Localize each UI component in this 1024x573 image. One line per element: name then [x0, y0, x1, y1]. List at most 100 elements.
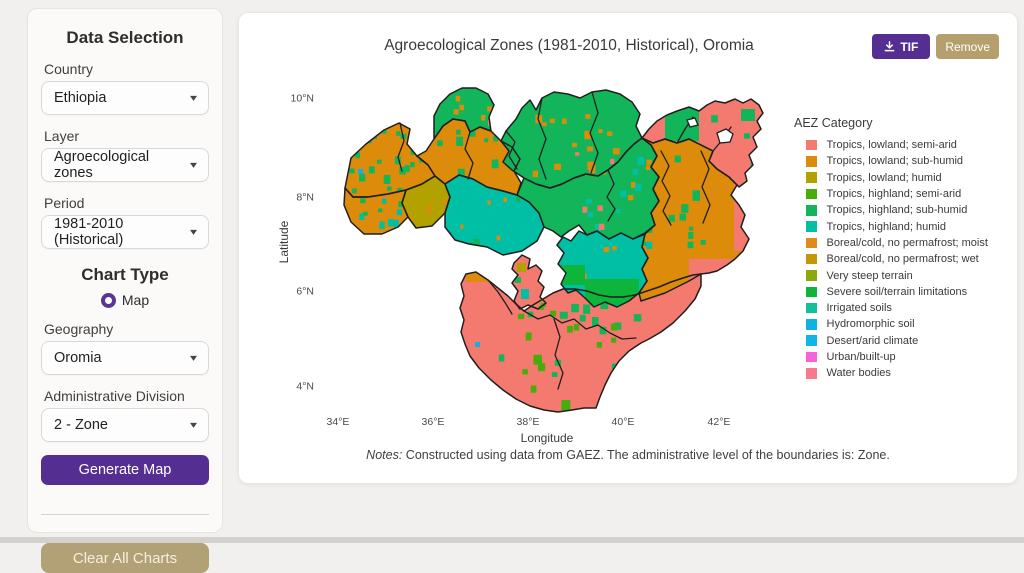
legend-label: Water bodies — [826, 367, 891, 380]
legend-swatch — [806, 172, 817, 183]
legend-item: Severe soil/terrain limitations — [792, 284, 1012, 300]
data-selection-panel: Data Selection Country Ethiopia ▾ Layer … — [27, 8, 223, 573]
aez-map-canvas[interactable]: 34°E 36°E 38°E 40°E 42°E 10°N 8°N 6°N 4°N Latitud… — [239, 61, 1017, 483]
legend-title: AEZ Category — [794, 116, 873, 130]
x-tick-label: 38°E — [517, 416, 540, 428]
legend-label: Severe soil/terrain limitations — [826, 285, 968, 298]
legend-swatch — [806, 270, 817, 281]
chevron-down-icon: ▾ — [189, 92, 198, 104]
legend-item: Very steep terrain — [792, 267, 1012, 283]
legend-swatch — [806, 319, 817, 330]
legend-label: Tropics, lowland; semi-arid — [826, 139, 957, 152]
legend-item: Tropics, lowland; semi-arid — [792, 137, 1012, 153]
map-axes: 34°E 36°E 38°E 40°E 42°E 10°N 8°N 6°N 4°N Latitud… — [277, 93, 730, 446]
clear-all-charts-button[interactable]: Clear All Charts — [41, 543, 209, 573]
x-tick-label: 40°E — [612, 416, 635, 428]
legend-item: Desert/arid climate — [792, 333, 1012, 349]
layer-label: Layer — [44, 128, 80, 144]
zone-boundaries — [343, 87, 764, 413]
radio-selected-icon[interactable] — [100, 292, 116, 308]
sidebar-divider — [41, 514, 209, 515]
remove-button[interactable]: Remove — [936, 34, 999, 59]
legend-item: Water bodies — [792, 365, 1012, 381]
map-holes — [686, 117, 734, 144]
y-tick-label: 10°N — [291, 93, 314, 105]
x-axis-title: Longitude — [521, 431, 574, 445]
legend-item: Tropics, lowland; humid — [792, 170, 1012, 186]
country-label: Country — [44, 61, 94, 77]
geography-select[interactable]: Oromia ▾ — [41, 341, 209, 375]
legend-item: Tropics, highland; semi-arid — [792, 186, 1012, 202]
notes-text: Constructed using data from GAEZ. The ad… — [402, 448, 890, 462]
legend-label: Tropics, highland; semi-arid — [826, 188, 962, 201]
legend-item: Boreal/cold, no permafrost; moist — [792, 235, 1012, 251]
legend-swatch — [806, 237, 817, 249]
legend-swatch — [806, 221, 817, 232]
map-notes: Notes: Constructed using data from GAEZ.… — [239, 448, 1017, 462]
chevron-down-icon: ▾ — [189, 352, 198, 364]
legend-item: Irrigated soils — [792, 300, 1012, 316]
chevron-down-icon: ▾ — [189, 419, 198, 431]
legend-swatch — [806, 351, 817, 363]
admin-division-label: Administrative Division — [44, 388, 185, 404]
radio-label: Map — [121, 292, 150, 308]
notes-prefix: Notes: — [366, 448, 403, 462]
country-select[interactable]: Ethiopia ▾ — [41, 81, 209, 115]
y-axis-title: Latitude — [277, 220, 291, 263]
zone-fills — [344, 88, 763, 412]
geography-label: Geography — [44, 321, 114, 337]
legend-swatch — [806, 286, 817, 298]
legend-label: Hydromorphic soil — [826, 318, 915, 331]
layer-select[interactable]: Agroecological zones ▾ — [41, 148, 209, 182]
legend-swatch — [806, 156, 817, 167]
legend-label: Boreal/cold, no permafrost; wet — [826, 253, 979, 266]
legend-swatch — [806, 253, 817, 265]
chevron-down-icon: ▾ — [189, 159, 198, 171]
legend-label: Tropics, highland; sub-humid — [826, 204, 968, 217]
y-tick-label: 8°N — [296, 192, 314, 204]
period-value: 1981-2010 (Historical) — [54, 216, 124, 248]
period-select[interactable]: 1981-2010 (Historical) ▾ — [41, 215, 209, 249]
legend-label: Boreal/cold, no permafrost; moist — [826, 236, 988, 249]
download-icon — [884, 41, 895, 52]
legend-item: Boreal/cold, no permafrost; wet — [792, 251, 1012, 267]
chevron-down-icon: ▾ — [189, 226, 198, 238]
legend-label: Desert/arid climate — [826, 334, 919, 347]
y-tick-label: 4°N — [296, 381, 314, 393]
legend-swatch — [806, 139, 817, 151]
chart-type-heading: Chart Type — [81, 265, 169, 284]
legend-item: Urban/built-up — [792, 349, 1012, 365]
geography-value: Oromia — [54, 350, 102, 366]
panel-title: Data Selection — [66, 28, 184, 47]
legend-swatch — [806, 205, 817, 216]
legend-label: Irrigated soils — [826, 302, 892, 315]
chart-type-option-map[interactable]: Map — [41, 292, 209, 308]
legend-label: Tropics, lowland; sub-humid — [826, 155, 964, 168]
period-label: Period — [44, 195, 85, 211]
legend-item: Hydromorphic soil — [792, 316, 1012, 332]
layer-value: Agroecological zones — [54, 149, 150, 181]
admin-division-select[interactable]: 2 - Zone ▾ — [41, 408, 209, 442]
tif-button-label: TIF — [900, 39, 919, 54]
admin-division-value: 2 - Zone — [54, 417, 108, 433]
map-title: Agroecological Zones (1981-2010, Histori… — [384, 37, 754, 54]
legend-label: Tropics, highland; humid — [826, 220, 946, 233]
legend-item: Tropics, highland; humid — [792, 218, 1012, 234]
legend-swatch — [806, 188, 817, 200]
x-tick-label: 42°E — [708, 416, 731, 428]
country-value: Ethiopia — [54, 90, 107, 106]
generate-map-button[interactable]: Generate Map — [41, 455, 209, 485]
x-tick-label: 36°E — [422, 416, 445, 428]
legend-swatch — [806, 302, 817, 314]
legend-swatch — [806, 368, 817, 379]
legend-item: Tropics, lowland; sub-humid — [792, 153, 1012, 169]
download-tif-button[interactable]: TIF — [872, 34, 931, 59]
y-tick-label: 6°N — [296, 286, 314, 298]
map-card: Agroecological Zones (1981-2010, Histori… — [238, 12, 1018, 484]
legend-swatch — [806, 335, 817, 346]
legend-item: Tropics, highland; sub-humid — [792, 202, 1012, 218]
aez-legend: AEZ Category Tropics, lowland; semi-arid… — [792, 116, 1012, 381]
legend-label: Very steep terrain — [826, 269, 913, 282]
legend-label: Tropics, lowland; humid — [826, 171, 942, 184]
x-tick-label: 34°E — [327, 416, 350, 428]
